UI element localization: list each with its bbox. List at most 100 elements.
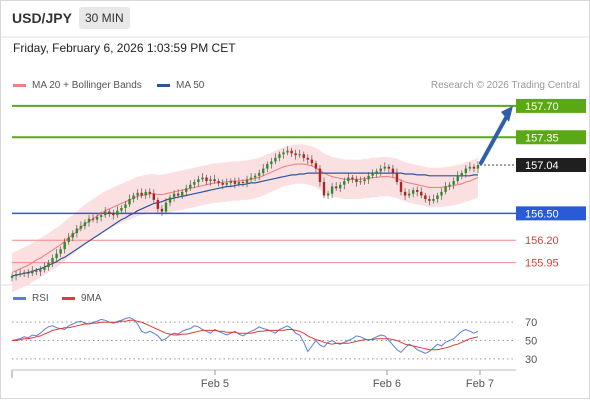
candle-bull (168, 197, 172, 203)
bollinger-band (12, 144, 478, 293)
resistance-label-157.35: 157.35 (525, 132, 559, 144)
ma20-label: MA 20 + Bollinger Bands (32, 80, 142, 91)
candle-bear (424, 195, 427, 200)
candle-bull (189, 184, 192, 189)
ma20-swatch (13, 83, 26, 87)
candle-bull (282, 152, 285, 155)
candle-bull (63, 242, 66, 250)
candle-bear (306, 157, 310, 160)
candle-bear (355, 179, 358, 183)
candle-bear (391, 168, 395, 174)
rsi-label: RSI (32, 293, 49, 304)
candle-bear (176, 193, 180, 196)
x-tick-label: Feb 6 (373, 378, 401, 390)
resistance-label-157.70: 157.70 (525, 101, 559, 113)
candle-bull (201, 177, 204, 180)
candle-bull (116, 210, 119, 216)
candle-bull (444, 186, 447, 192)
x-tick-label: Feb 5 (201, 378, 229, 390)
candle-bull (286, 150, 289, 153)
candle-bear (35, 270, 38, 272)
candle-bull (245, 179, 249, 183)
candle-bear (152, 193, 156, 200)
candle-bull (464, 168, 468, 174)
legend-rsi-ma: 9MA (62, 293, 102, 304)
forecast-arrow-shaft (479, 113, 509, 166)
candle-bull (383, 166, 387, 169)
candle-bull (71, 233, 74, 238)
candle-bear (233, 181, 237, 184)
candle-bear (108, 211, 111, 214)
candle-bull (75, 228, 79, 234)
rsi-line (11, 317, 479, 354)
candle-bull (278, 154, 281, 158)
candle-bull (257, 173, 261, 176)
ma50-label: MA 50 (176, 80, 205, 91)
candle-bull (87, 218, 91, 223)
candle-bull (343, 181, 346, 185)
ma50-swatch (157, 83, 170, 87)
candle-bear (27, 272, 30, 274)
candle-bull (363, 179, 366, 182)
candle-bear (420, 191, 423, 196)
candle-bull (440, 191, 443, 196)
last-price-label: 157.04 (525, 160, 559, 172)
rsi-tick-30: 30 (525, 354, 537, 366)
candle-bear (395, 173, 399, 183)
candle-bear (213, 179, 216, 182)
candle-bear (334, 186, 338, 189)
pivot-label: 156.50 (525, 208, 559, 220)
candle-bull (274, 157, 277, 162)
candle-bull (22, 272, 26, 274)
candle-bull (10, 276, 14, 278)
candle-bull (67, 237, 70, 243)
forecast-arrow-head (501, 105, 513, 122)
candle-bear (140, 192, 143, 196)
candle-bear (148, 191, 151, 194)
candle-bull (83, 222, 87, 226)
candle-bull (326, 193, 330, 196)
candle-bull (298, 154, 301, 156)
candle-bear (314, 163, 318, 169)
timestamp: Friday, February 6, 2026 1:03:59 PM CET (13, 41, 236, 55)
candle-bull (253, 175, 257, 178)
timeframe-badge[interactable]: 30 MIN (79, 7, 130, 29)
candle-bull (39, 269, 42, 272)
candle-bear (322, 182, 326, 196)
candle-bull (432, 199, 435, 201)
candle-bull (371, 173, 374, 176)
candle-bull (456, 175, 459, 182)
candle-bear (91, 218, 95, 220)
last-price-tag (516, 158, 586, 173)
legend-ma20: MA 20 + Bollinger Bands (13, 80, 142, 91)
rsi-tick-50: 50 (525, 336, 537, 348)
candle-bear (399, 182, 403, 192)
ma50-line (11, 172, 478, 277)
candle-bear (160, 208, 164, 212)
candle-bull (43, 267, 46, 270)
candle-bull (367, 175, 370, 180)
candle-bull (124, 204, 127, 208)
legend-rsi: RSI (13, 293, 49, 304)
candle-bull (79, 225, 83, 229)
candle-bull (136, 192, 139, 196)
legend-ma50: MA 50 (157, 80, 204, 91)
candle-bear (351, 177, 354, 180)
candle-bear (221, 182, 224, 185)
candle-bull (347, 177, 350, 182)
candle-bear (387, 166, 391, 169)
candle-bull (55, 253, 58, 259)
candle-bull (197, 179, 200, 183)
candle-bear (302, 154, 305, 158)
candle-bear (112, 213, 115, 216)
candle-bull (103, 211, 107, 216)
candle-bull (185, 188, 188, 192)
candle-bear (318, 168, 322, 183)
candle-bull (379, 168, 382, 172)
candle-bull (18, 273, 22, 275)
resistance-tag-157.70 (516, 98, 586, 113)
rsi-ma-label: 9MA (81, 293, 102, 304)
candle-bear (205, 177, 208, 182)
header-bar: USD/JPY 30 MIN (0, 0, 590, 37)
x-tick-label: Feb 7 (466, 378, 494, 390)
